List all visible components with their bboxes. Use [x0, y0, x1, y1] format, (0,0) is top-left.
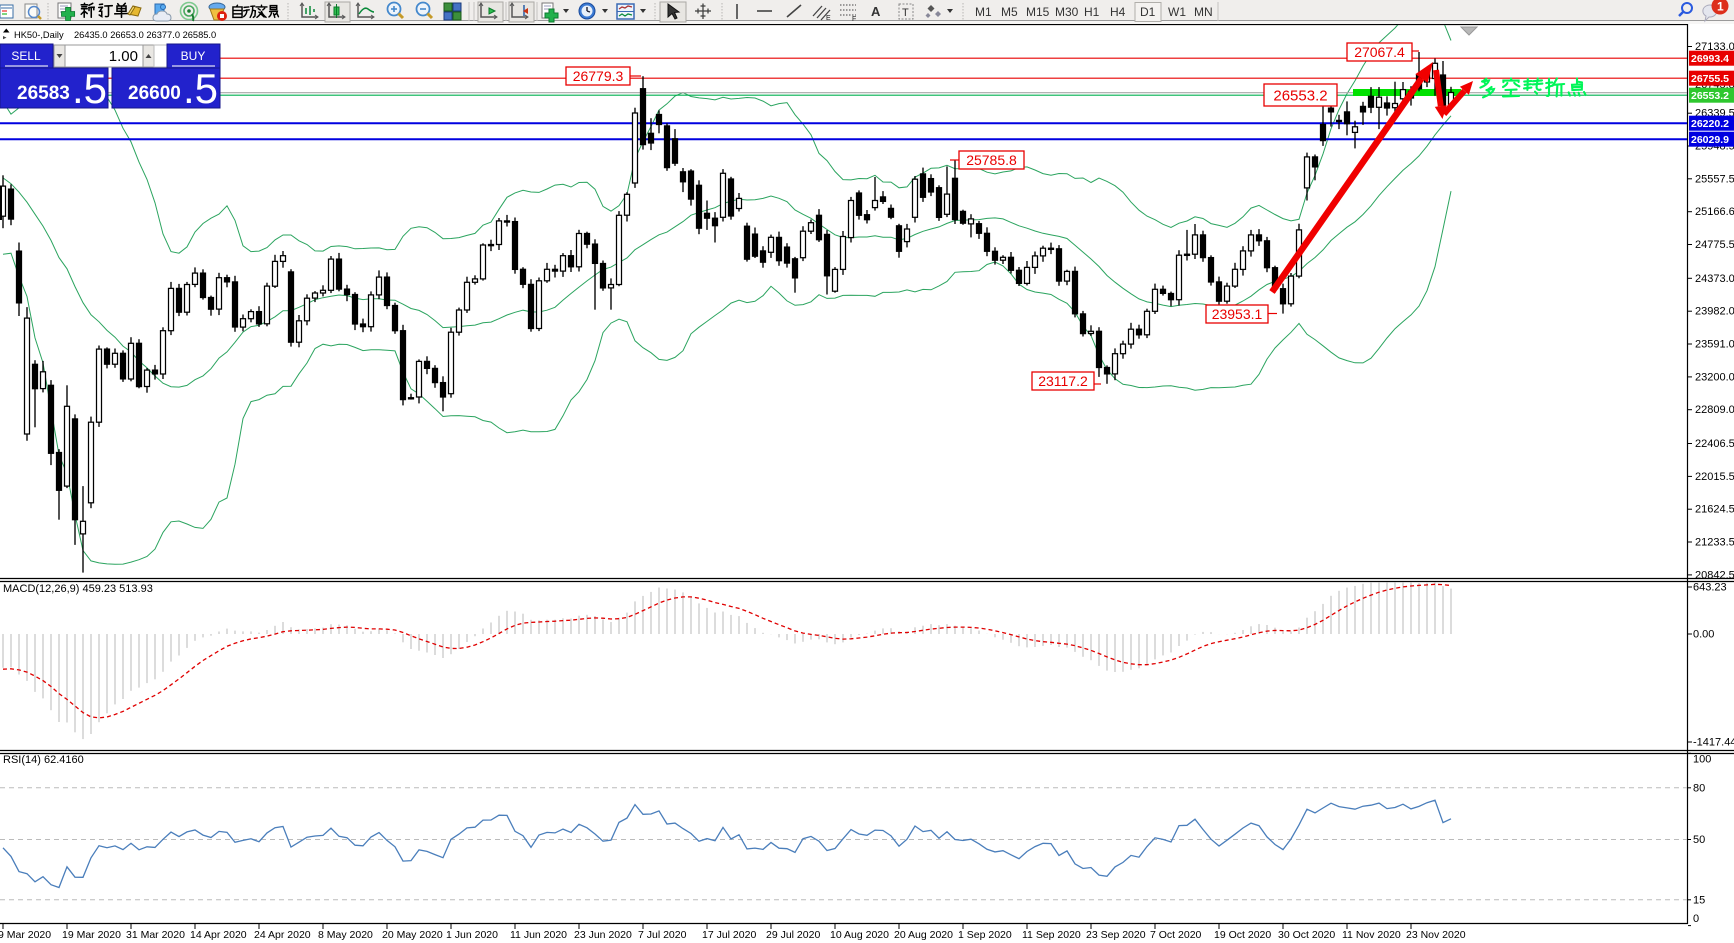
svg-text:24775.5: 24775.5 [1695, 239, 1734, 251]
svg-text:24373.0: 24373.0 [1695, 273, 1734, 285]
svg-text:1 Jun 2020: 1 Jun 2020 [446, 929, 498, 941]
svg-text:80: 80 [1693, 782, 1705, 794]
svg-text:M5: M5 [1001, 5, 1018, 19]
svg-text:27133.0: 27133.0 [1695, 41, 1734, 53]
svg-text:22406.5: 22406.5 [1695, 438, 1734, 450]
svg-text:MN: MN [1194, 5, 1213, 19]
svg-text:23982.0: 23982.0 [1695, 306, 1734, 318]
svg-text:30 Oct 2020: 30 Oct 2020 [1278, 929, 1335, 941]
svg-text:20 Aug 2020: 20 Aug 2020 [894, 929, 953, 941]
svg-text:26435.0 26653.0 26377.0 26585.: 26435.0 26653.0 26377.0 26585.0 [74, 30, 216, 40]
svg-text:100: 100 [1693, 754, 1711, 766]
svg-text:10 Aug 2020: 10 Aug 2020 [830, 929, 889, 941]
svg-text:19 Mar 2020: 19 Mar 2020 [62, 929, 121, 941]
svg-text:9 Mar 2020: 9 Mar 2020 [0, 929, 51, 941]
svg-text:23 Sep 2020: 23 Sep 2020 [1086, 929, 1146, 941]
svg-text:26220.2: 26220.2 [1691, 118, 1729, 130]
svg-text:21233.5: 21233.5 [1695, 537, 1734, 549]
svg-text:643.23: 643.23 [1693, 582, 1727, 594]
svg-text:27067.4: 27067.4 [1354, 44, 1405, 60]
svg-text:11 Jun 2020: 11 Jun 2020 [510, 929, 567, 941]
svg-text:15: 15 [1693, 894, 1705, 906]
svg-text:29 Jul 2020: 29 Jul 2020 [766, 929, 820, 941]
svg-text:HK50-,Daily: HK50-,Daily [14, 30, 64, 40]
svg-text:D1: D1 [1140, 5, 1156, 19]
svg-text:0: 0 [1693, 913, 1699, 925]
svg-text:31 Mar 2020: 31 Mar 2020 [126, 929, 185, 941]
svg-text:26755.5: 26755.5 [1691, 73, 1729, 85]
svg-text:20 May 2020: 20 May 2020 [382, 929, 443, 941]
svg-text:24 Apr 2020: 24 Apr 2020 [254, 929, 311, 941]
svg-text:23953.1: 23953.1 [1212, 306, 1263, 322]
svg-text:.5: .5 [72, 65, 107, 112]
svg-text:14 Apr 2020: 14 Apr 2020 [190, 929, 247, 941]
svg-text:RSI(14) 62.4160: RSI(14) 62.4160 [3, 754, 84, 766]
svg-text:23 Jun 2020: 23 Jun 2020 [574, 929, 632, 941]
svg-text:H4: H4 [1110, 5, 1126, 19]
svg-text:1: 1 [1717, 0, 1724, 14]
svg-text:SELL: SELL [11, 49, 41, 63]
svg-text:7 Jul 2020: 7 Jul 2020 [638, 929, 687, 941]
svg-text:25166.6: 25166.6 [1695, 206, 1734, 218]
svg-text:26993.4: 26993.4 [1691, 53, 1729, 65]
svg-text:.5: .5 [183, 65, 218, 112]
svg-text:20842.5: 20842.5 [1695, 569, 1734, 581]
svg-text:17 Jul 2020: 17 Jul 2020 [702, 929, 756, 941]
svg-text:26553.2: 26553.2 [1273, 87, 1327, 104]
svg-text:F: F [852, 16, 856, 23]
svg-text:26553.2: 26553.2 [1691, 90, 1729, 102]
svg-text:MACD(12,26,9) 459.23 513.93: MACD(12,26,9) 459.23 513.93 [3, 583, 153, 595]
svg-text:M30: M30 [1055, 5, 1079, 19]
svg-text:8 May 2020: 8 May 2020 [318, 929, 373, 941]
svg-text:7 Oct 2020: 7 Oct 2020 [1150, 929, 1202, 941]
svg-text:23591.0: 23591.0 [1695, 339, 1734, 351]
svg-text:0.00: 0.00 [1693, 629, 1714, 641]
svg-text:26779.3: 26779.3 [573, 68, 624, 84]
svg-text:A: A [871, 4, 881, 19]
svg-text:22015.5: 22015.5 [1695, 471, 1734, 483]
svg-text:23200.0: 23200.0 [1695, 371, 1734, 383]
svg-text:26600: 26600 [128, 83, 181, 104]
svg-text:25557.5: 25557.5 [1695, 173, 1734, 185]
svg-text:11 Sep 2020: 11 Sep 2020 [1022, 929, 1081, 941]
svg-text:26583: 26583 [17, 83, 70, 104]
svg-text:W1: W1 [1168, 5, 1186, 19]
svg-text:11 Nov 2020: 11 Nov 2020 [1342, 929, 1401, 941]
svg-text:25785.8: 25785.8 [966, 152, 1017, 168]
svg-text:-1417.44: -1417.44 [1693, 737, 1734, 749]
svg-text:23 Nov 2020: 23 Nov 2020 [1406, 929, 1466, 941]
svg-text:23117.2: 23117.2 [1038, 373, 1088, 389]
svg-text:M15: M15 [1026, 5, 1050, 19]
svg-text:T: T [902, 7, 909, 19]
svg-text:BUY: BUY [181, 49, 206, 63]
svg-text:50: 50 [1693, 834, 1705, 846]
svg-text:E: E [826, 15, 831, 22]
svg-text:1.00: 1.00 [109, 48, 138, 65]
svg-text:19 Oct 2020: 19 Oct 2020 [1214, 929, 1271, 941]
svg-text:M1: M1 [975, 5, 992, 19]
svg-text:22809.0: 22809.0 [1695, 404, 1734, 416]
svg-text:1 Sep 2020: 1 Sep 2020 [958, 929, 1012, 941]
svg-text:26029.9: 26029.9 [1691, 134, 1729, 146]
svg-text:H1: H1 [1084, 5, 1100, 19]
svg-text:21624.5: 21624.5 [1695, 504, 1734, 516]
